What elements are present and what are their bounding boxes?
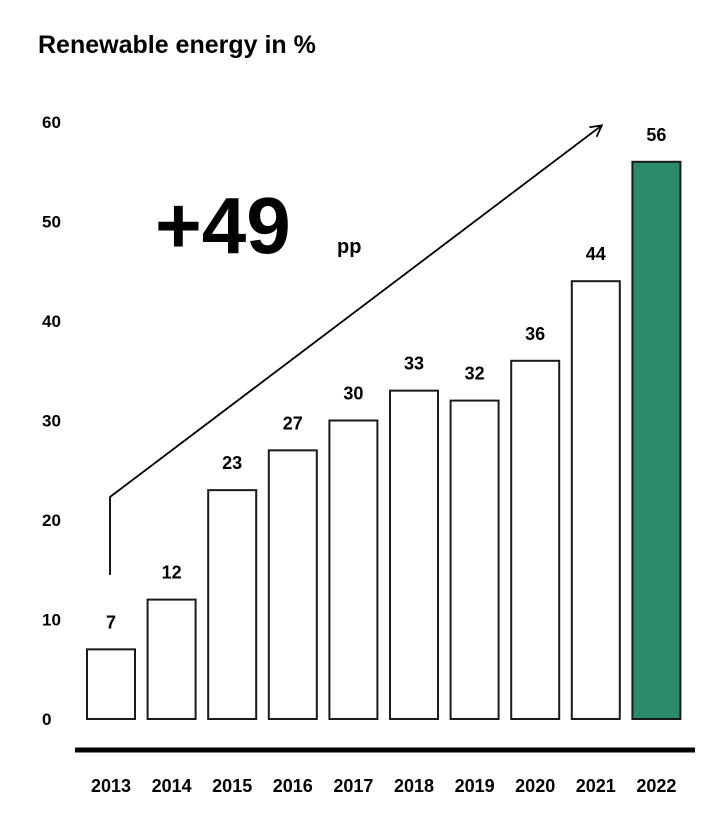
- data-label-2020: 36: [525, 324, 545, 344]
- y-tick-label: 30: [42, 412, 61, 431]
- bar-2016: [267, 449, 318, 720]
- data-label-2017: 30: [343, 384, 363, 404]
- data-label-2016: 27: [283, 413, 303, 433]
- x-tick-label-2020: 2020: [515, 776, 555, 796]
- data-label-2022: 56: [646, 125, 666, 145]
- x-tick-label-2018: 2018: [394, 776, 434, 796]
- x-tick-label-2021: 2021: [576, 776, 616, 796]
- annotation-unit: pp: [337, 236, 361, 258]
- bar-2018: [389, 389, 439, 720]
- x-tick-label-2014: 2014: [152, 776, 192, 796]
- chart-title: Renewable energy in %: [38, 31, 316, 59]
- y-tick-label: 60: [42, 113, 61, 132]
- annotation-value: +49: [155, 181, 291, 270]
- data-label-2019: 32: [465, 364, 485, 384]
- x-tick-label-2016: 2016: [273, 776, 313, 796]
- bar-2013: [86, 648, 136, 720]
- x-tick-label-2019: 2019: [455, 776, 495, 796]
- bar-2020: [510, 359, 561, 720]
- bar-2017: [328, 419, 379, 720]
- x-tick-label-2015: 2015: [212, 776, 252, 796]
- data-labels: 7 12 23 27 30 33 32 36 44 56: [106, 125, 666, 633]
- x-tick-label-2022: 2022: [636, 776, 676, 796]
- bars: [86, 160, 682, 721]
- data-label-2013: 7: [106, 612, 116, 632]
- bar-2015: [207, 489, 258, 720]
- bar-2014: [146, 598, 197, 720]
- data-label-2015: 23: [222, 453, 242, 473]
- data-label-2014: 12: [162, 563, 182, 583]
- trend-arrow: [109, 124, 604, 575]
- x-tick-label-2013: 2013: [91, 776, 131, 796]
- y-tick-label: 40: [42, 312, 61, 331]
- bar-2022: [631, 160, 682, 721]
- y-tick-label: 10: [42, 611, 61, 630]
- x-axis-ticks: 2013 2014 2015 2016 2017 2018 2019 2020 2021 2022: [91, 776, 676, 796]
- data-label-2018: 33: [404, 354, 424, 374]
- bar-2019: [449, 399, 500, 720]
- data-label-2021: 44: [586, 244, 606, 264]
- y-tick-label: 20: [42, 511, 61, 530]
- x-tick-label-2017: 2017: [333, 776, 373, 796]
- y-axis-ticks: 0 10 20 30 40 50 60: [42, 113, 61, 729]
- y-tick-label: 0: [42, 710, 51, 729]
- y-tick-label: 50: [42, 213, 61, 232]
- bar-2021: [570, 280, 621, 720]
